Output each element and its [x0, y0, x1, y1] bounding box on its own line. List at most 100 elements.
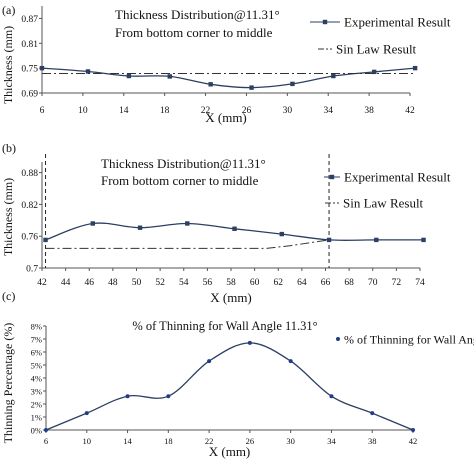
annotation-text: Thickness Distribution@11.31°: [101, 156, 266, 171]
series-line-1: [45, 222, 424, 241]
x-tick-label: 30: [283, 106, 293, 116]
x-tick-label: 52: [155, 278, 165, 288]
x-tick-label: 48: [108, 278, 118, 288]
y-tick-label: 3%: [31, 387, 42, 397]
annotation-text: From bottom corner to middle: [101, 173, 259, 188]
x-axis-label: X (mm): [209, 444, 251, 459]
y-tick-label: 8%: [31, 322, 42, 332]
data-point-marker: [290, 81, 295, 87]
data-point-marker: [247, 340, 252, 345]
x-axis-label: X (mm): [210, 290, 252, 305]
y-tick-label: 6%: [31, 348, 42, 358]
data-point-marker: [167, 74, 172, 79]
annotation-text: From bottom corner to middle: [115, 25, 273, 40]
data-point-marker: [372, 69, 377, 75]
legend-marker: [336, 337, 340, 341]
x-tick-label: 38: [368, 436, 377, 446]
x-tick-label: 30: [286, 436, 295, 446]
x-tick-label: 26: [242, 106, 252, 116]
data-point-marker: [411, 428, 415, 432]
panel-label: (c): [2, 289, 15, 303]
x-tick-label: 74: [415, 278, 425, 288]
x-tick-label: 6: [44, 436, 48, 446]
annotation-text: Thickness Distribution@11.31°: [115, 7, 280, 22]
x-tick-label: 42: [409, 436, 418, 446]
x-tick-label: 56: [203, 278, 213, 288]
y-tick-label: 0.88: [21, 169, 38, 179]
legend-label: Sin Law Result: [343, 196, 424, 211]
legend-label: % of Thinning for Wall Angle 11.31°: [344, 333, 474, 347]
x-tick-label: 72: [392, 278, 402, 288]
data-point-marker: [39, 65, 45, 71]
x-tick-label: 58: [226, 278, 236, 288]
x-tick-label: 14: [119, 106, 129, 116]
y-tick-label: 4%: [31, 374, 42, 384]
panel-label: (b): [2, 141, 16, 155]
x-tick-label: 38: [364, 106, 374, 116]
y-axis-label: Thinning Percentage (%): [1, 323, 15, 444]
x-tick-label: 10: [78, 106, 88, 116]
data-point-marker: [185, 221, 190, 226]
data-point-marker: [43, 237, 48, 243]
legend-marker: [329, 174, 335, 180]
chart-panel-1: (a) 6 10 14 18 22 26 30 34 38 42 0.69 0.75 0.81 0.87 X …: [1, 3, 451, 125]
x-tick-label: 62: [274, 278, 284, 288]
data-point-marker: [326, 237, 332, 243]
x-tick-label: 22: [205, 436, 214, 446]
y-axis-label: Thickness (mm): [1, 178, 15, 256]
data-point-marker: [90, 221, 95, 226]
chart-panel-2: (b) 42 44 46 48 50 52 54 56 58 60 62 64 66 68 70 72 74 0.7…: [1, 141, 451, 305]
x-tick-label: 50: [132, 278, 142, 288]
x-tick-label: 64: [297, 278, 307, 288]
series-line-1: [41, 67, 416, 89]
x-axis-label: X (mm): [205, 110, 247, 125]
x-tick-label: 46: [85, 278, 95, 288]
y-tick-label: 0.81: [21, 40, 38, 50]
series-line-2: [45, 239, 330, 249]
y-tick-label: 0.7: [26, 265, 38, 275]
chart-title: % of Thinning for Wall Angle 11.31°: [132, 319, 317, 333]
x-tick-label: 54: [179, 278, 189, 288]
y-tick-label: 0.76: [21, 233, 38, 243]
y-tick-label: 7%: [31, 335, 42, 345]
x-tick-label: 22: [201, 106, 211, 116]
chart-panel-3: (c) 6 10 14 18 22 26 30 34 38 42 0% 1% 2% 3% 4% 5% 6% 7% 8%…: [1, 289, 474, 459]
data-point-marker: [331, 73, 336, 79]
y-tick-label: 0.87: [21, 15, 38, 25]
data-point-marker: [279, 231, 284, 237]
y-tick-label: 5%: [31, 361, 42, 371]
data-point-marker: [370, 411, 375, 416]
x-tick-label: 34: [323, 106, 333, 116]
x-tick-label: 26: [246, 436, 255, 446]
y-tick-label: 0.75: [21, 65, 38, 75]
y-tick-label: 0.82: [21, 201, 38, 211]
x-tick-label: 44: [61, 278, 71, 288]
data-point-marker: [329, 394, 334, 399]
legend-marker: [322, 19, 328, 25]
data-point-marker: [125, 394, 130, 399]
y-tick-label: 2%: [31, 400, 42, 410]
x-tick-label: 66: [321, 278, 331, 288]
x-tick-label: 14: [123, 436, 132, 446]
data-point-marker: [137, 225, 143, 230]
data-point-marker: [374, 237, 379, 243]
y-tick-label: 0%: [31, 426, 42, 436]
legend-label: Experimental Result: [344, 170, 451, 185]
data-point-marker: [232, 226, 237, 231]
x-tick-label: 10: [83, 436, 92, 446]
data-point-marker: [249, 85, 254, 90]
x-tick-label: 70: [368, 278, 378, 288]
series-line-1: [45, 342, 414, 431]
data-point-marker: [166, 394, 171, 399]
y-tick-label: 1%: [31, 413, 42, 423]
y-tick-label: 0.69: [21, 90, 38, 100]
data-point-marker: [85, 69, 91, 74]
x-tick-label: 68: [344, 278, 354, 288]
x-tick-label: 6: [40, 106, 45, 116]
x-tick-label: 60: [250, 278, 260, 288]
data-point-marker: [44, 428, 48, 432]
data-point-marker: [207, 359, 212, 364]
data-point-marker: [84, 411, 89, 416]
data-point-marker: [208, 82, 213, 87]
panel-label: (a): [2, 3, 15, 17]
